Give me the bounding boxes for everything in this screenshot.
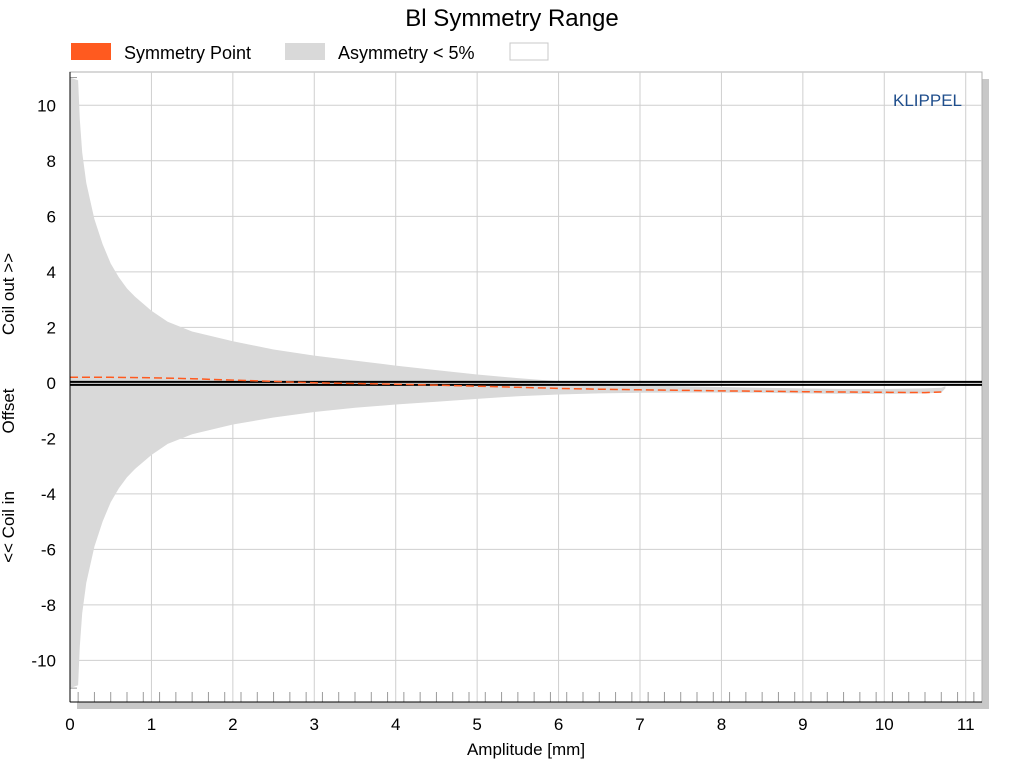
y-tick-label: 2 <box>47 318 56 337</box>
x-tick-labels: 0 1 2 3 4 5 6 7 8 9 10 11 <box>65 715 974 734</box>
y-tick-label: 10 <box>37 96 56 115</box>
y-tick-label: 4 <box>47 263 56 282</box>
y-tick-labels: -10 -8 -6 -4 -2 0 2 4 6 8 10 <box>31 96 56 670</box>
y-tick-label: 8 <box>47 152 56 171</box>
x-tick-label: 7 <box>635 715 644 734</box>
x-tick-label: 2 <box>228 715 237 734</box>
y-tick-label: -10 <box>31 651 56 670</box>
y-tick-label: 6 <box>47 207 56 226</box>
y-tick-label: -4 <box>41 485 56 504</box>
legend-label-symmetry-point: Symmetry Point <box>124 43 251 63</box>
y-tick-label: -6 <box>41 540 56 559</box>
x-tick-label: 11 <box>957 715 975 734</box>
legend-swatch-empty <box>509 42 549 61</box>
series-layer <box>70 77 982 689</box>
klippel-watermark: KLIPPEL <box>893 91 962 110</box>
x-tick-label: 9 <box>798 715 807 734</box>
x-tick-label: 1 <box>147 715 156 734</box>
symmetry-point-line <box>70 376 942 394</box>
y-axis-label-coil-out: Coil out >> <box>0 253 18 335</box>
legend-swatch-asymmetry <box>285 43 325 60</box>
asymmetry-band <box>70 77 946 689</box>
axis-lines <box>69 72 982 703</box>
y-tick-label: 0 <box>47 374 56 393</box>
x-tick-label: 8 <box>717 715 726 734</box>
x-axis-label: Amplitude [mm] <box>467 740 585 759</box>
x-tick-label: 10 <box>875 715 894 734</box>
y-tick-label: -2 <box>41 429 56 448</box>
x-tick-label: 6 <box>554 715 563 734</box>
x-tick-label: 0 <box>65 715 74 734</box>
y-axis-label-offset: Offset <box>0 388 18 433</box>
x-tick-label: 4 <box>391 715 400 734</box>
x-tick-label: 3 <box>310 715 319 734</box>
y-axis-label-coil-in: << Coil in <box>0 491 18 563</box>
legend-label-asymmetry: Asymmetry < 5% <box>338 43 475 63</box>
legend: Symmetry Point Asymmetry < 5% <box>71 42 549 63</box>
chart-title: Bl Symmetry Range <box>405 5 618 32</box>
y-tick-label: -8 <box>41 596 56 615</box>
legend-swatch-symmetry-point <box>71 43 111 60</box>
x-tick-label: 5 <box>472 715 481 734</box>
